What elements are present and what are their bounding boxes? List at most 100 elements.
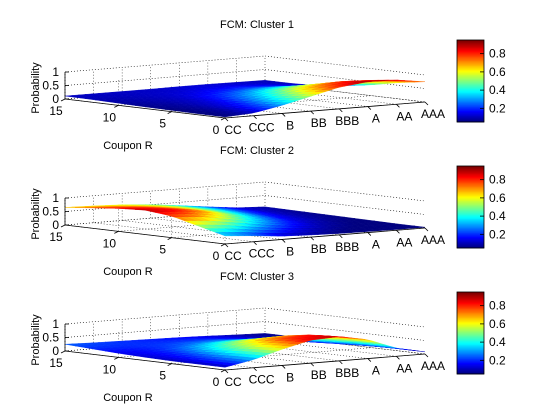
x-tick (224, 117, 229, 122)
colorbar-segment (457, 371, 484, 374)
x-axis-line (224, 101, 426, 119)
z-tick-label: 1 (52, 191, 59, 205)
y-tick (167, 237, 172, 241)
colorbar-segment (457, 240, 484, 242)
colorbar-segment (457, 307, 484, 310)
surface-patch (408, 349, 426, 353)
colorbar-segment (457, 315, 484, 317)
colorbar-segment (457, 322, 484, 325)
colorbar-segment (457, 304, 484, 307)
colorbar-segment (457, 242, 484, 245)
x-tick (253, 367, 257, 371)
x-tick-label: BBB (335, 366, 359, 380)
colorbar-segment (457, 299, 484, 302)
z-axis-label: Probability (30, 62, 42, 114)
colorbar-segment (457, 324, 484, 326)
y-tick (114, 104, 119, 108)
colorbar-tick-label: 0.6 (489, 317, 506, 331)
x-tick-label: CC (224, 123, 242, 137)
colorbar-segment (457, 68, 484, 70)
colorbar-segment (457, 209, 484, 212)
colorbar-tick-label: 0.4 (489, 209, 506, 223)
colorbar-tick-label: 0.4 (489, 83, 506, 97)
colorbar-segment (457, 317, 484, 320)
colorbar-segment (457, 333, 484, 335)
colorbar-segment (457, 119, 484, 122)
grid-line (171, 221, 372, 238)
colorbar-segment (457, 91, 484, 93)
chart-panel-2: CC CCC B BB BBB A AA AAA05101500.51ProbabilityC… (30, 145, 506, 278)
colorbar-segment (457, 101, 484, 104)
colorbar-segment (457, 239, 484, 241)
colorbar-segment (457, 329, 484, 331)
colorbar-segment (457, 192, 484, 195)
colorbar-segment (457, 311, 484, 313)
x-tick-label: AA (396, 361, 412, 375)
x-tick-label: CC (224, 249, 242, 263)
y-tick (60, 224, 66, 228)
colorbar-segment (457, 102, 484, 105)
x-axis-line (224, 353, 426, 371)
colorbar-segment (457, 217, 484, 219)
colorbar-segment (457, 309, 484, 312)
colorbar-segment (457, 295, 484, 298)
y-tick-label: 10 (103, 110, 117, 124)
colorbar-segment (457, 180, 484, 182)
chart-panel-1: CC CCC B BB BBB A AA AAA05101500.51ProbabilityC… (30, 19, 506, 152)
x-tick (339, 360, 343, 365)
x-tick (224, 369, 229, 374)
colorbar-segment (457, 98, 484, 101)
surface-patch (408, 81, 426, 83)
colorbar-segment (457, 230, 484, 232)
colorbar-segment (457, 97, 484, 100)
x-tick-label: BB (311, 242, 327, 256)
x-tick-label: BB (311, 368, 327, 382)
colorbar-segment (457, 181, 484, 184)
y-axis-label: Coupon R (103, 140, 153, 152)
grid-line (64, 69, 266, 86)
colorbar-2: 0.2 0.4 0.6 0.8 (456, 165, 506, 249)
colorbar-segment (457, 293, 484, 295)
colorbar-segment (457, 338, 484, 340)
colorbar-segment (457, 70, 484, 73)
colorbar-segment (457, 111, 484, 114)
colorbar-segment (457, 300, 484, 303)
colorbar-segment (457, 372, 484, 375)
x-tick-label: BB (311, 116, 327, 130)
x-tick-label: B (286, 244, 294, 258)
colorbar-segment (457, 227, 484, 230)
colorbar-segment (457, 115, 484, 118)
colorbar-segment (457, 357, 484, 360)
colorbar-segment (457, 182, 484, 185)
colorbar-segment (457, 367, 484, 370)
y-axis-line (64, 224, 226, 245)
colorbar-segment (457, 174, 484, 177)
x-tick-label: CC (224, 375, 242, 389)
x-tick-label: CCC (249, 121, 275, 135)
colorbar-segment (457, 313, 484, 316)
y-tick-label: 5 (159, 117, 166, 131)
colorbar-segment (457, 344, 484, 347)
y-tick (167, 363, 172, 367)
colorbar-segment (457, 348, 484, 351)
x-tick-label: A (372, 238, 380, 252)
colorbar-segment (457, 228, 484, 231)
colorbar-segment (457, 116, 484, 119)
colorbar-segment (457, 185, 484, 187)
colorbar-segment (457, 48, 484, 51)
colorbar-segment (457, 72, 484, 74)
colorbar-segment (457, 320, 484, 322)
colorbar-segment (457, 207, 484, 209)
colorbar-segment (457, 306, 484, 308)
z-tick-label: 0 (52, 92, 59, 106)
colorbar-segment (457, 196, 484, 199)
grid-line (64, 307, 266, 325)
colorbar-segment (457, 223, 484, 226)
colorbar-segment (457, 169, 484, 172)
grid-line (64, 321, 266, 338)
colorbar-segment (457, 219, 484, 222)
x-tick-label: BBB (335, 240, 359, 254)
y-axis-line (64, 98, 226, 119)
colorbar-segment (457, 194, 484, 196)
